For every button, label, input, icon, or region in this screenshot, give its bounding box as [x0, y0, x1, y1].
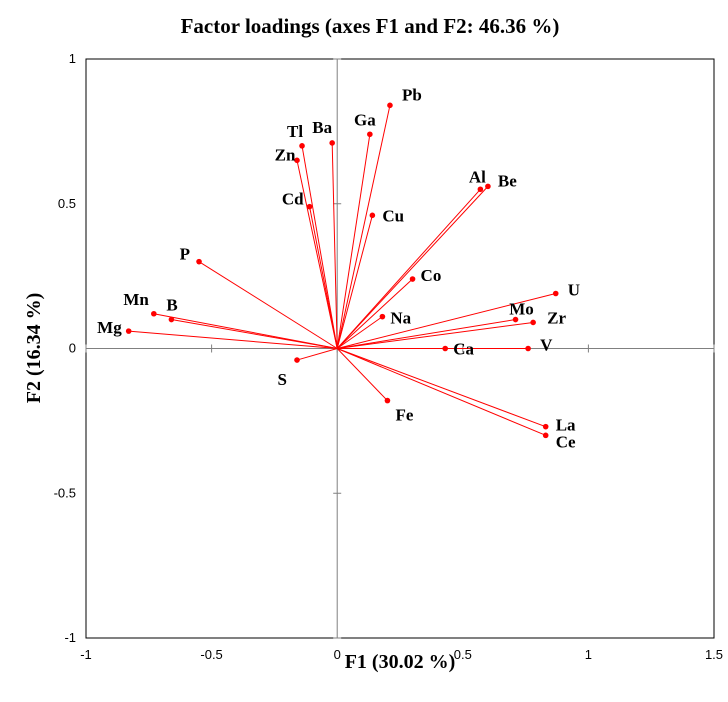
point-la — [542, 423, 549, 430]
vector-mo — [337, 319, 516, 349]
point-u — [552, 290, 559, 297]
point-ce — [542, 432, 549, 439]
label-mo: Mo — [509, 300, 534, 319]
y-tick-label: 0 — [69, 341, 76, 356]
label-co: Co — [421, 266, 442, 285]
vector-mg — [128, 330, 338, 349]
vector-al — [336, 188, 481, 349]
vector-cd — [309, 206, 338, 349]
label-cu: Cu — [382, 206, 404, 225]
label-ba: Ba — [312, 118, 332, 137]
loading-labels: Pb Ga Ba Tl Zn Cd Cu Al Be P Co U Mo Zr Na Mn B Mg Ca V S Fe L… — [97, 85, 580, 451]
point-cd — [306, 203, 313, 210]
vector-u — [337, 293, 556, 349]
vector-zn — [296, 160, 338, 349]
x-tick-label: 0 — [334, 647, 341, 662]
point-co — [409, 276, 416, 282]
point-al — [477, 186, 484, 193]
vector-na — [336, 316, 383, 349]
vector-ba — [331, 142, 338, 349]
vector-zr — [337, 321, 534, 349]
label-cd: Cd — [282, 190, 304, 209]
vector-tl — [301, 145, 338, 349]
point-mo — [512, 316, 519, 323]
vector-cu — [336, 215, 373, 349]
vector-ga — [336, 134, 371, 349]
point-zr — [530, 319, 536, 326]
point-zn — [294, 157, 300, 164]
label-pb: Pb — [402, 85, 422, 104]
x-tick-label: 0.5 — [454, 647, 472, 662]
vector-b — [171, 319, 338, 349]
label-la: La — [556, 416, 576, 435]
vector-ce — [337, 348, 546, 436]
y-tick-label: 1 — [69, 51, 76, 66]
label-tl: Tl — [287, 122, 303, 141]
label-ce: Ce — [556, 432, 576, 451]
label-v: V — [540, 336, 553, 355]
point-ga — [367, 131, 373, 138]
chart-title: Factor loadings (axes F1 and F2: 46.36 %… — [181, 14, 560, 38]
label-s: S — [278, 370, 287, 389]
y-tick-label: -0.5 — [54, 485, 76, 500]
point-ca — [442, 345, 449, 352]
y-tick-label: 0.5 — [58, 196, 76, 211]
vector-co — [336, 278, 413, 349]
point-s — [294, 357, 300, 363]
loading-points — [125, 102, 559, 439]
point-mg — [125, 328, 132, 334]
label-mg: Mg — [97, 318, 122, 337]
y-axis-title: F2 (16.34 %) — [23, 293, 45, 404]
x-tick-label: 1 — [585, 647, 592, 662]
label-zn: Zn — [275, 145, 296, 164]
point-tl — [299, 143, 305, 149]
label-p: P — [180, 245, 190, 264]
point-mn — [151, 310, 157, 317]
point-b — [168, 316, 175, 323]
vector-s — [296, 348, 338, 361]
point-cu — [369, 212, 376, 219]
y-tick-label: -1 — [64, 630, 76, 645]
label-u: U — [568, 280, 580, 299]
vector-fe — [336, 348, 388, 401]
label-mn: Mn — [123, 290, 149, 309]
vector-be — [336, 186, 489, 349]
label-na: Na — [390, 309, 411, 328]
label-ga: Ga — [354, 110, 376, 129]
label-be: Be — [498, 171, 517, 190]
vector-p — [198, 261, 338, 349]
point-na — [379, 313, 386, 320]
label-fe: Fe — [395, 406, 413, 425]
label-b: B — [166, 296, 177, 315]
point-p — [196, 258, 202, 265]
point-ba — [329, 140, 335, 146]
label-ca: Ca — [453, 340, 474, 359]
point-be — [485, 183, 491, 190]
label-zr: Zr — [547, 308, 566, 327]
point-pb — [387, 102, 393, 109]
loading-vectors — [128, 105, 556, 436]
vector-pb — [336, 105, 391, 349]
label-al: Al — [469, 167, 486, 186]
x-axis-title: F1 (30.02 %) — [345, 651, 456, 673]
vector-la — [337, 348, 546, 428]
point-v — [525, 345, 531, 352]
point-fe — [384, 397, 391, 404]
x-tick-label: 1.5 — [705, 647, 723, 662]
x-axis-ticks: -1 -0.5 0 0.5 1 1.5 — [80, 344, 723, 662]
x-tick-label: -0.5 — [200, 647, 222, 662]
x-tick-label: -1 — [80, 647, 92, 662]
